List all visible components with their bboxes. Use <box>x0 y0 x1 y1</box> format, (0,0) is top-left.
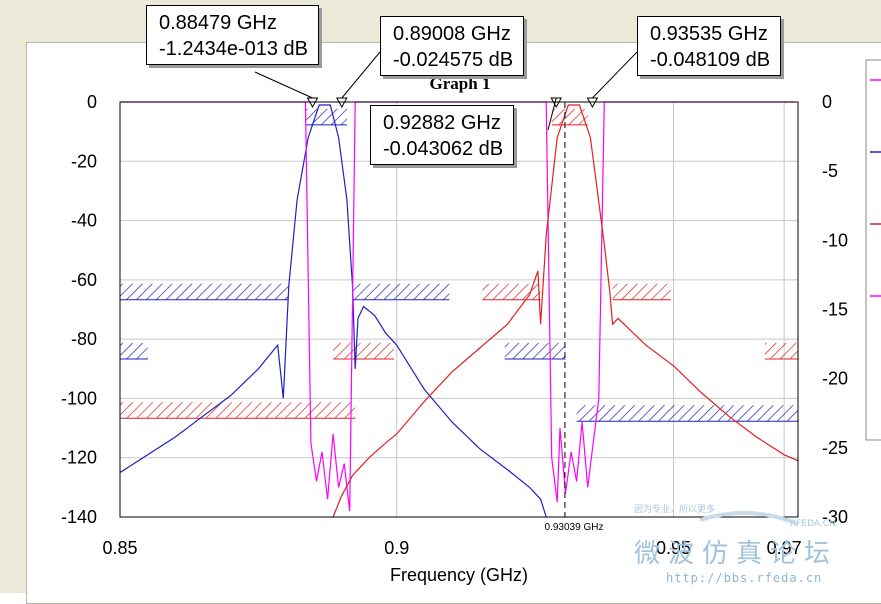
spec-band-11 <box>764 343 798 359</box>
y-left-tick-1: -20 <box>71 151 97 171</box>
x-tick-1: 0.9 <box>384 538 409 558</box>
series-2-line <box>332 104 799 518</box>
marker-2-frequency: 0.89008 GHz <box>393 23 511 45</box>
y-right-tick-5: -25 <box>822 438 848 458</box>
spec-band-0 <box>120 283 289 300</box>
axes: 0 -20 -40 -60 -80 -100 -120 -140 0 -5 -10 -15 -20 -25… <box>61 92 848 558</box>
marker-1-value: -1.2434e-013 dB <box>159 38 309 60</box>
marker-2-value: -0.024575 dB <box>393 49 514 71</box>
legend-strip <box>865 59 881 441</box>
y-left-tick-3: -60 <box>71 270 97 290</box>
y-right-tick-2: -10 <box>822 230 848 250</box>
spec-band-5 <box>576 405 798 422</box>
marker-4-value: -0.048109 dB <box>650 49 771 71</box>
marker-readout-4[interactable]: 0.93535 GHz -0.048109 dB <box>637 16 782 76</box>
marker-3-frequency: 0.92882 GHz <box>383 112 501 134</box>
plot-area <box>120 102 798 517</box>
marker-3-value: -0.043062 dB <box>383 138 504 160</box>
y-right-tick-0: 0 <box>822 92 832 112</box>
spec-band-2 <box>120 343 148 359</box>
cursor-label: 0.93039 GHz <box>545 522 604 533</box>
x-tick-2: 0.95 <box>656 538 691 558</box>
spec-band-10 <box>551 108 588 125</box>
marker-3-leader <box>547 97 557 131</box>
x-tick-3: 0.97 <box>767 538 802 558</box>
spec-band-6 <box>120 402 356 419</box>
spec-band-9 <box>612 283 671 300</box>
y-left-tick-0: 0 <box>87 92 97 112</box>
spec-band-4 <box>504 343 566 359</box>
marker-readout-3[interactable]: 0.92882 GHz -0.043062 dB <box>370 105 515 165</box>
marker-readout-2[interactable]: 0.89008 GHz -0.024575 dB <box>380 16 525 76</box>
y-right-tick-6: -30 <box>822 507 848 527</box>
marker-4-frequency: 0.93535 GHz <box>650 23 768 45</box>
chart-title: Graph 1 <box>430 74 491 93</box>
y-left-tick-6: -120 <box>61 448 97 468</box>
spec-band-8 <box>482 283 541 300</box>
series-0-line <box>119 104 547 518</box>
y-left-tick-5: -100 <box>61 388 97 408</box>
marker-readout-1[interactable]: 0.88479 GHz -1.2434e-013 dB <box>146 5 320 65</box>
x-tick-0: 0.85 <box>102 538 137 558</box>
y-right-tick-3: -15 <box>822 300 848 320</box>
y-left-tick-4: -80 <box>71 329 97 349</box>
marker-4-leader <box>592 51 638 99</box>
spec-band-3 <box>305 108 347 125</box>
curves <box>119 101 799 518</box>
y-left-tick-2: -40 <box>71 211 97 231</box>
marker-2-leader <box>341 51 381 99</box>
spec-band-1 <box>352 283 450 300</box>
legend-panel <box>865 59 881 441</box>
marker-1-leader <box>254 71 313 99</box>
x-axis-label: Frequency (GHz) <box>390 565 528 585</box>
plot-border <box>119 101 799 518</box>
y-right-tick-1: -5 <box>822 161 838 181</box>
y-right-tick-4: -20 <box>822 369 848 389</box>
series-1-line <box>120 101 796 512</box>
marker-1-frequency: 0.88479 GHz <box>159 12 277 34</box>
spec-band-7 <box>333 343 394 359</box>
y-left-tick-7: -140 <box>61 507 97 527</box>
